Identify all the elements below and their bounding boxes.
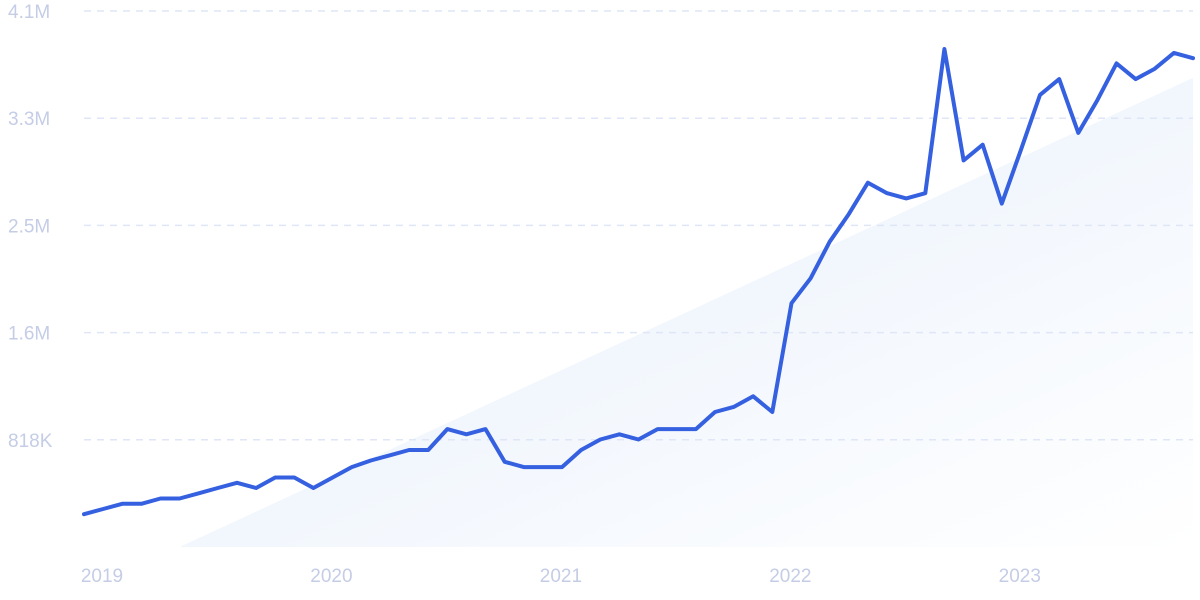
y-tick-label: 4.1M [8,2,50,23]
y-tick-label: 2.5M [8,216,50,237]
y-tick-label: 818K [8,431,53,452]
x-tick-label: 2022 [769,566,811,587]
series-layer [82,47,1195,517]
grid-layer [84,10,1193,441]
series-line [82,47,1195,517]
y-tick-label: 3.3M [8,109,50,130]
y-axis-ticks: 818K 1.6M 2.5M 3.3M 4.1M [8,2,53,452]
trend-area [179,77,1193,548]
x-tick-label: 2023 [999,566,1041,587]
x-tick-label: 2019 [81,566,123,587]
x-tick-label: 2020 [310,566,352,587]
x-tick-label: 2021 [540,566,582,587]
trend-area-layer [179,77,1193,548]
x-axis-ticks: 2019 2020 2021 2022 2023 [81,566,1041,587]
y-tick-label: 1.6M [8,324,50,345]
